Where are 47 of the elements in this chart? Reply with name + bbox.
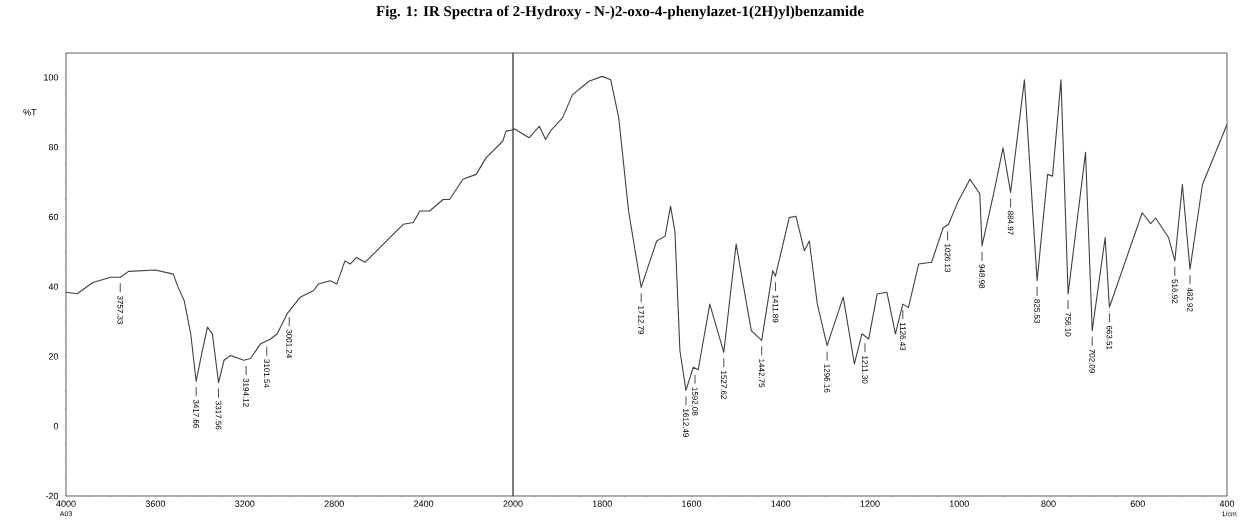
x-tick-label: 1200 xyxy=(860,500,880,507)
annotation: 756.10 xyxy=(1065,312,1071,337)
annotation: 1612.49 xyxy=(683,409,689,438)
annotation: 3001.24 xyxy=(286,329,293,359)
y-tick-label: -20 xyxy=(45,492,59,500)
x-tick-label: 400 xyxy=(1219,500,1235,507)
x-tick-label: 4000 xyxy=(56,500,76,507)
annotation: 1296.16 xyxy=(824,364,830,393)
annotation: 663.51 xyxy=(1106,325,1113,350)
annotation: 1126.43 xyxy=(900,322,906,351)
x-tick-label: 1400 xyxy=(771,500,791,507)
annotation: 1411.89 xyxy=(772,295,779,323)
y-tick-label: 100 xyxy=(44,74,59,81)
annotation: 948.98 xyxy=(979,264,985,289)
x-tick-label: 3200 xyxy=(235,500,255,507)
annotation: 1026.13 xyxy=(944,244,951,273)
x-tick-label: 2800 xyxy=(324,500,344,507)
annotation: 516.92 xyxy=(1172,279,1178,304)
annotation: 1712.79 xyxy=(638,306,644,335)
annotation: 3757.33 xyxy=(117,295,124,325)
y-tick-label: 40 xyxy=(48,283,59,290)
y-axis-title: %T xyxy=(23,109,37,116)
annotation: 3194.12 xyxy=(243,378,249,407)
annotation: 884.97 xyxy=(1007,211,1014,235)
x-tick-label: 600 xyxy=(1130,500,1145,507)
x-tick-label: 2400 xyxy=(414,500,434,507)
annotation: 3101.54 xyxy=(263,359,270,388)
y-tick-label: 60 xyxy=(48,213,59,221)
x-tick-label: 1800 xyxy=(592,500,612,507)
x-tick-label: 1600 xyxy=(682,500,702,507)
annotation: 1527.62 xyxy=(720,371,727,399)
annotation: 1211.30 xyxy=(862,356,868,384)
annotation: 825.53 xyxy=(1034,299,1040,324)
y-tick-label: 80 xyxy=(48,143,59,151)
y-tick-label: 0 xyxy=(53,423,59,430)
text: Fig. 1: IR Spectra of 2-Hydroxy - N-)2-oxo-4-phenylazet-1(2H)yl)benzamide xyxy=(376,5,864,20)
x-tick-label: 1000 xyxy=(949,500,969,507)
annotation: 1442.75 xyxy=(758,359,765,388)
x-tick-label: 2000 xyxy=(503,500,523,507)
x-tick-label: 3600 xyxy=(145,500,166,507)
annotation: 1592.08 xyxy=(692,387,698,416)
annotation: 482.92 xyxy=(1187,287,1193,312)
x-tick-label: 800 xyxy=(1041,500,1056,507)
annotation: 3417.66 xyxy=(193,399,199,428)
y-tick-label: 20 xyxy=(48,353,59,360)
annotation: 702.09 xyxy=(1089,349,1096,373)
annotation: 3317.56 xyxy=(215,401,222,430)
